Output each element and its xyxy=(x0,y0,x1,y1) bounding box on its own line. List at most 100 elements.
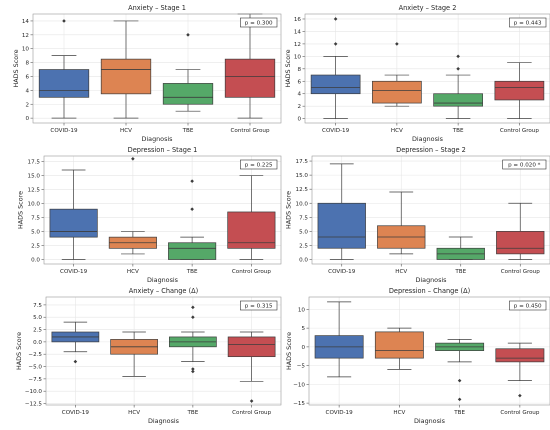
outlier-point xyxy=(73,359,78,364)
y-tick-label: 0.0 xyxy=(31,258,40,264)
x-tick-label: Control Group xyxy=(500,410,539,416)
outlier-point xyxy=(190,207,194,211)
y-tick-label: 10 xyxy=(298,307,306,313)
plot-frame xyxy=(308,296,550,406)
chart-title: Depression – Stage 1 xyxy=(128,146,198,154)
outlier-point xyxy=(457,378,462,383)
p-value-box xyxy=(240,159,278,170)
box-tbe xyxy=(168,179,217,260)
y-tick-label: 14 xyxy=(294,29,302,35)
y-axis-label: HADS Score xyxy=(285,332,293,370)
x-tick-label: Control Group xyxy=(232,410,271,416)
y-tick-label: −7.5 xyxy=(28,377,42,383)
box-covid-19 xyxy=(38,19,90,119)
x-tick-label: TBE xyxy=(452,128,464,134)
y-tick-label: 10.0 xyxy=(28,202,41,208)
chart-title: Depression – Change (Δ) xyxy=(389,287,470,295)
x-tick-label: TBE xyxy=(182,128,194,134)
box-covid-19 xyxy=(49,169,98,260)
box-covid-19 xyxy=(310,17,361,119)
x-tick-label: TBE xyxy=(453,410,465,416)
y-tick-label: 2 xyxy=(25,102,29,108)
box-hcv xyxy=(100,20,152,119)
p-value-label: p = 0.300 xyxy=(245,21,273,27)
plot-frame xyxy=(32,13,282,124)
box-hcv xyxy=(374,327,424,370)
y-tick-label: 7.5 xyxy=(299,215,308,221)
box-iqr xyxy=(317,202,366,249)
chart-panel-2: 0 2 4 6 8 10 12 14 16 COVID-19 HCV TBE Control Group… xyxy=(284,4,550,143)
x-tick-label: Control Group xyxy=(501,269,540,275)
p-value-box xyxy=(502,159,547,170)
y-tick-label: −5 xyxy=(297,364,306,370)
x-axis-label: Diagnosis xyxy=(415,276,447,284)
chart-title: Anxiety – Stage 2 xyxy=(399,4,457,12)
x-tick-label: HCV xyxy=(128,410,140,416)
outlier-point xyxy=(191,305,195,310)
plot-frame xyxy=(43,155,282,265)
y-tick-label: −2.5 xyxy=(28,352,42,358)
box-tbe xyxy=(169,305,217,374)
x-tick-label: HCV xyxy=(395,269,407,275)
x-tick-label: HCV xyxy=(393,410,405,416)
x-axis-label: Diagnosis xyxy=(147,276,179,284)
outlier-point xyxy=(191,315,195,320)
y-tick-label: 5.0 xyxy=(31,230,40,236)
chart-panel-5: −12.5 −10.0 −7.5 −5.0 −2.5 0.0 2.5 5.0 7.5 COVID-… xyxy=(15,287,282,425)
outlier-point xyxy=(456,54,460,59)
plot-area xyxy=(305,14,550,123)
y-tick-label: 15.0 xyxy=(28,174,41,180)
chart-panel-3: 0.0 2.5 5.0 7.5 10.0 12.5 15.0 17.5 COVID-19 HCV T… xyxy=(16,146,282,284)
box-control-group xyxy=(494,62,545,119)
y-axis-label: HADS Score xyxy=(284,191,292,229)
outlier-point xyxy=(518,393,522,398)
p-value-box xyxy=(509,300,547,311)
y-tick-label: 2.5 xyxy=(31,244,40,250)
outlier-point xyxy=(249,399,254,403)
box-iqr xyxy=(310,74,361,95)
y-tick-label: 17.5 xyxy=(296,159,309,165)
plot-frame xyxy=(311,155,550,265)
y-tick-label: 7.5 xyxy=(33,303,42,309)
outlier-point xyxy=(333,42,338,46)
y-tick-label: 10.0 xyxy=(296,201,309,207)
box-iqr xyxy=(496,231,545,255)
box-iqr xyxy=(374,331,424,359)
y-tick-label: 12.5 xyxy=(296,187,309,193)
outlier-point xyxy=(191,369,195,374)
y-tick-label: 0 xyxy=(301,345,305,351)
box-hcv xyxy=(377,191,426,255)
box-covid-19 xyxy=(317,163,366,260)
chart-panel-1: 0 2 4 6 8 10 12 14 COVID-19 HCV TBE Control Group An… xyxy=(12,4,282,143)
y-tick-label: 5.0 xyxy=(33,315,42,321)
x-tick-label: COVID-19 xyxy=(326,410,354,416)
outlier-point xyxy=(333,17,338,21)
x-tick-label: TBE xyxy=(186,269,198,275)
chart-panel-6: −15 −10 −5 0 5 10 COVID-19 HCV TBE Control Group D… xyxy=(285,287,550,425)
outlier-point xyxy=(395,42,399,46)
y-axis-label: HADS Score xyxy=(12,49,20,87)
box-covid-19 xyxy=(314,301,364,378)
x-tick-label: HCV xyxy=(391,128,403,134)
y-tick-label: 10 xyxy=(294,54,302,60)
outlier-point xyxy=(131,156,135,161)
y-tick-label: 4 xyxy=(25,88,29,94)
y-tick-label: 12 xyxy=(294,42,301,48)
y-tick-label: 10 xyxy=(22,47,30,53)
y-tick-label: 14 xyxy=(22,19,30,25)
y-tick-label: 6 xyxy=(297,79,301,85)
box-iqr xyxy=(100,58,152,95)
box-iqr xyxy=(495,348,545,363)
x-tick-label: Control Group xyxy=(500,128,539,134)
plot-frame xyxy=(304,13,550,124)
y-tick-label: 16 xyxy=(294,17,302,23)
box-iqr xyxy=(227,211,276,249)
p-value-box xyxy=(509,17,547,28)
y-tick-label: 12.5 xyxy=(28,188,41,194)
box-iqr xyxy=(372,80,422,104)
chart-title: Depression – Stage 2 xyxy=(396,146,466,154)
box-iqr xyxy=(49,208,98,238)
x-tick-label: HCV xyxy=(127,269,139,275)
p-value-label: p = 0.443 xyxy=(514,21,542,27)
